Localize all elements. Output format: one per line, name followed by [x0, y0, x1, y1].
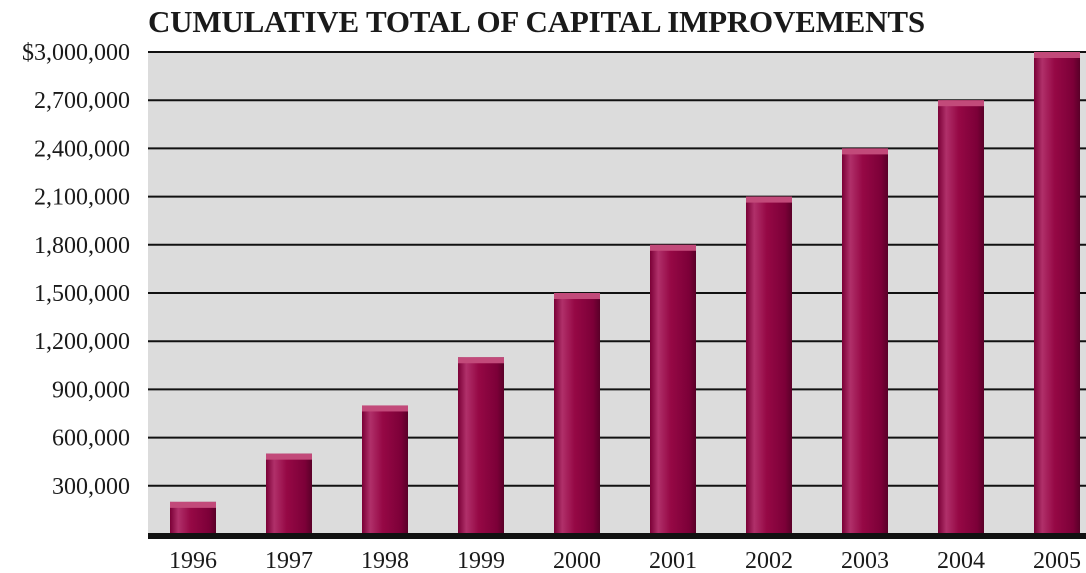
x-tick-label-2000: 2000 — [553, 548, 601, 573]
x-tick-label-2004: 2004 — [937, 548, 985, 573]
bar-body — [746, 196, 792, 534]
bar-body — [650, 244, 696, 535]
bar-2005 — [1034, 52, 1080, 534]
bar-2000 — [554, 293, 600, 534]
y-tick-label: 1,500,000 — [34, 281, 130, 307]
y-tick-label: 600,000 — [52, 426, 130, 452]
y-tick-label: 1,200,000 — [34, 329, 130, 355]
y-tick-label: 2,400,000 — [34, 136, 130, 162]
x-axis-tick-labels: 1996 1997 1998 1999 2000 2001 2002 2003 2004 2005 — [169, 548, 1081, 573]
bar-body — [938, 100, 984, 534]
x-tick-label-2005: 2005 — [1033, 548, 1081, 573]
bar-body — [842, 148, 888, 534]
bar-1999 — [458, 357, 504, 534]
x-tick-label-1998: 1998 — [361, 548, 409, 573]
x-tick-label-2001: 2001 — [649, 548, 697, 573]
x-tick-label-2003: 2003 — [841, 548, 889, 573]
bar-body — [554, 293, 600, 534]
bar-1998 — [362, 405, 408, 534]
y-tick-label: 2,700,000 — [34, 88, 130, 114]
x-tick-label-1997: 1997 — [265, 548, 313, 573]
bar-1996 — [170, 501, 216, 534]
bar-cap — [938, 100, 984, 107]
bar-2002 — [746, 196, 792, 534]
bar-body — [266, 453, 312, 534]
bar-cap — [650, 244, 696, 251]
x-tick-label-1999: 1999 — [457, 548, 505, 573]
bar-2001 — [650, 244, 696, 535]
y-tick-label: 1,800,000 — [34, 233, 130, 259]
bar-cap — [170, 501, 216, 508]
bars — [170, 52, 1080, 535]
bar-body — [1034, 52, 1080, 534]
bar-cap — [1034, 52, 1080, 58]
bar-2004 — [938, 100, 984, 534]
bar-body — [458, 357, 504, 534]
x-tick-label-1996: 1996 — [169, 548, 217, 573]
bar-cap — [266, 453, 312, 460]
y-axis-tick-labels: 300,000 600,000 900,000 1,200,000 1,500,000 1… — [22, 40, 130, 500]
bar-cap — [458, 357, 504, 364]
y-tick-label: 300,000 — [52, 474, 130, 500]
y-tick-label: $3,000,000 — [22, 40, 130, 66]
y-tick-label: 2,100,000 — [34, 185, 130, 211]
y-tick-label: 900,000 — [52, 377, 130, 403]
gridlines — [148, 51, 1086, 487]
bar-2003 — [842, 148, 888, 534]
x-tick-label-2002: 2002 — [745, 548, 793, 573]
bar-cap — [842, 148, 888, 155]
bar-cap — [362, 405, 408, 412]
bar-cap — [746, 196, 792, 203]
bar-body — [362, 405, 408, 534]
chart-title: CUMULATIVE TOTAL OF CAPITAL IMPROVEMENTS — [148, 4, 925, 39]
bar-1997 — [266, 453, 312, 534]
bar-cap — [554, 293, 600, 299]
